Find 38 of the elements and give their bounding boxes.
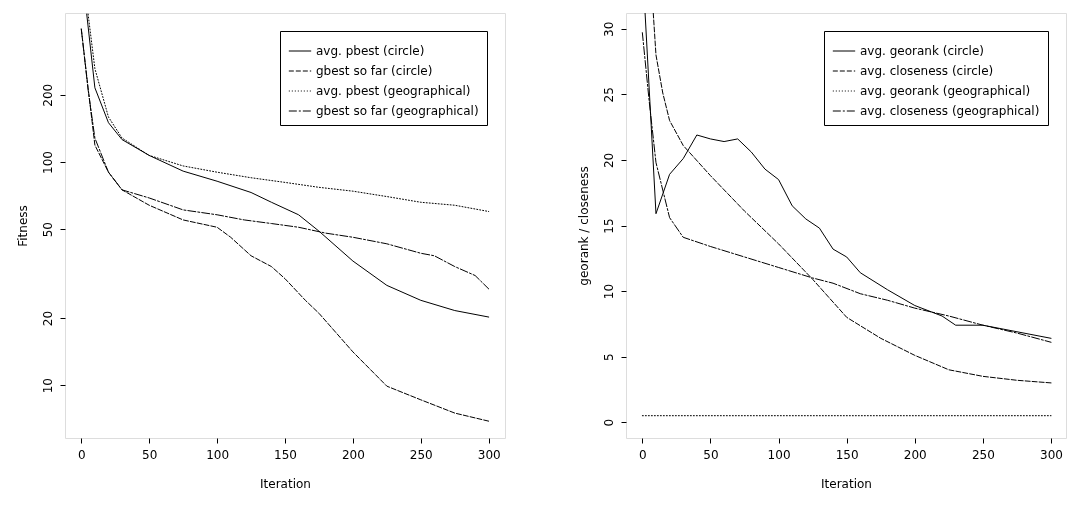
legend-label: avg. georank (geographical) [860,84,1031,98]
y-axis-title: georank / closeness [576,166,591,286]
y-tick-label: 15 [601,218,616,234]
x-tick-label: 200 [341,447,365,462]
x-tick-label: 300 [1040,447,1063,462]
x-axis-title: Iteration [260,476,311,491]
y-tick-label: 0 [601,418,616,427]
x-tick-label: 50 [703,447,719,462]
x-tick-label: 0 [639,447,647,462]
legend-label: avg. georank (circle) [860,44,984,58]
y-tick-label: 20 [601,152,616,169]
x-tick-label: 100 [206,447,230,462]
x-tick-label: 250 [971,447,995,462]
y-tick-label: 50 [40,222,55,238]
x-tick-label: 150 [835,447,859,462]
x-tick-label: 150 [274,447,297,462]
x-tick-label: 250 [409,447,433,462]
x-tick-label: 0 [77,447,86,462]
y-tick-label: 5 [601,353,616,361]
legend-label: gbest so far (geographical) [316,104,479,118]
x-tick-label: 100 [767,447,791,462]
y-tick-label: 100 [40,151,55,174]
y-axis-title: Fitness [15,205,30,247]
y-tick-label: 25 [601,87,616,103]
y-tick-label: 30 [601,21,616,37]
y-tick-label: 10 [40,378,55,394]
x-axis-title: Iteration [821,476,872,491]
y-tick-label: 20 [40,310,55,327]
legend-label: avg. closeness (circle) [860,64,994,78]
x-tick-label: 200 [903,447,927,462]
legend-label: gbest so far (circle) [316,64,433,78]
legend-label: avg. pbest (geographical) [316,84,471,98]
x-tick-label: 300 [477,447,501,462]
y-tick-label: 200 [40,83,55,107]
legend-label: avg. closeness (geographical) [860,104,1040,118]
y-tick-label: 10 [601,283,616,300]
legend-label: avg. pbest (circle) [316,44,425,58]
x-tick-label: 50 [142,447,158,462]
